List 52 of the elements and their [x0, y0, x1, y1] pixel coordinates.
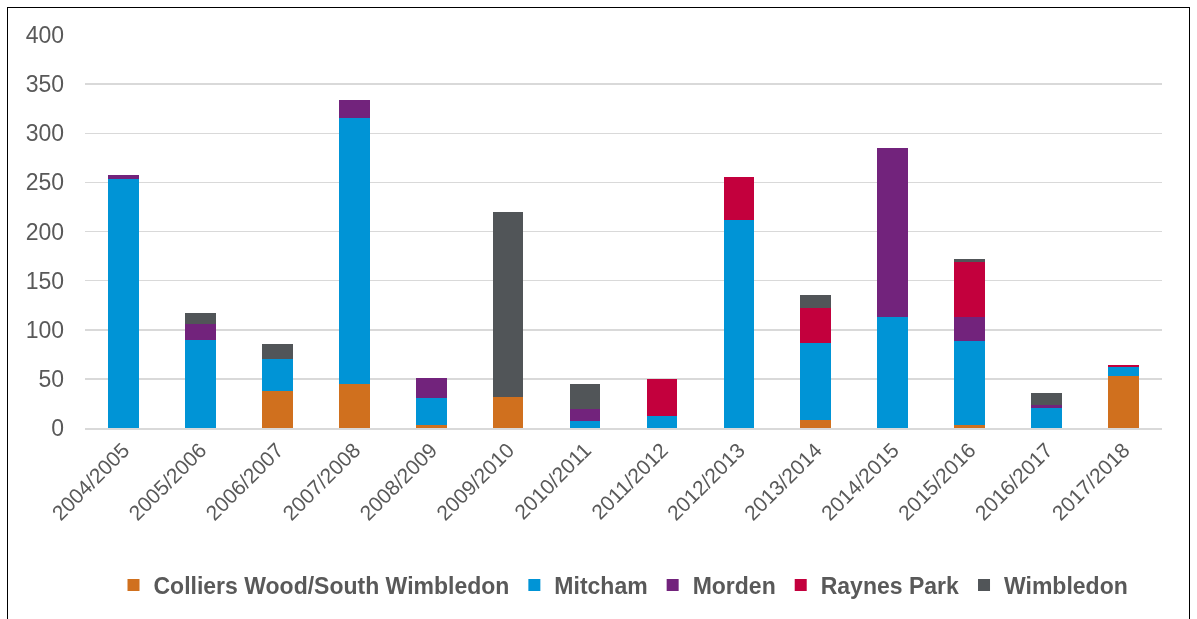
bar	[1031, 408, 1062, 428]
bar	[646, 416, 678, 428]
bar	[569, 409, 601, 422]
bar	[492, 211, 524, 397]
legend-label: Wimbledon	[1004, 573, 1128, 600]
bar	[338, 383, 370, 428]
bar	[261, 344, 293, 360]
bar	[1108, 375, 1139, 428]
bar	[954, 425, 986, 428]
bar	[954, 261, 986, 317]
bar	[800, 308, 832, 343]
y-tick-label: 100	[25, 316, 64, 343]
bar	[492, 396, 524, 428]
bar	[415, 377, 447, 398]
bar	[800, 295, 832, 309]
bar	[1108, 367, 1139, 376]
y-tick-label: 200	[25, 218, 64, 245]
bar	[415, 397, 447, 426]
legend-label: Raynes Park	[820, 573, 960, 600]
bar	[185, 323, 216, 340]
bar	[723, 177, 755, 220]
bar	[261, 359, 293, 391]
y-tick-label: 150	[25, 267, 64, 294]
bar	[185, 339, 216, 428]
y-tick-label: 300	[25, 120, 64, 147]
bar	[261, 390, 293, 428]
bar	[108, 179, 139, 428]
bar	[415, 425, 447, 428]
bar	[569, 421, 601, 428]
bar	[800, 420, 832, 428]
bar	[185, 313, 216, 324]
bar	[1031, 405, 1062, 409]
bar	[954, 340, 986, 426]
bar	[800, 342, 832, 421]
y-tick-label: 0	[51, 415, 64, 442]
legend-label: Colliers Wood/South Wimbledon	[153, 573, 510, 600]
legend-label: Mitcham	[554, 573, 648, 600]
y-tick-label: 400	[25, 22, 64, 49]
bar	[954, 316, 986, 341]
bar	[338, 117, 370, 384]
bar	[338, 99, 370, 118]
y-tick-label: 250	[25, 169, 64, 196]
bar	[954, 259, 986, 262]
bar	[877, 147, 909, 317]
bar	[1031, 392, 1062, 406]
y-tick-label: 50	[38, 365, 64, 392]
bar	[569, 383, 601, 410]
bar	[646, 378, 678, 417]
bar	[877, 316, 909, 428]
bar	[723, 219, 755, 428]
y-tick-label: 350	[25, 71, 64, 98]
legend-label: Morden	[692, 573, 776, 600]
